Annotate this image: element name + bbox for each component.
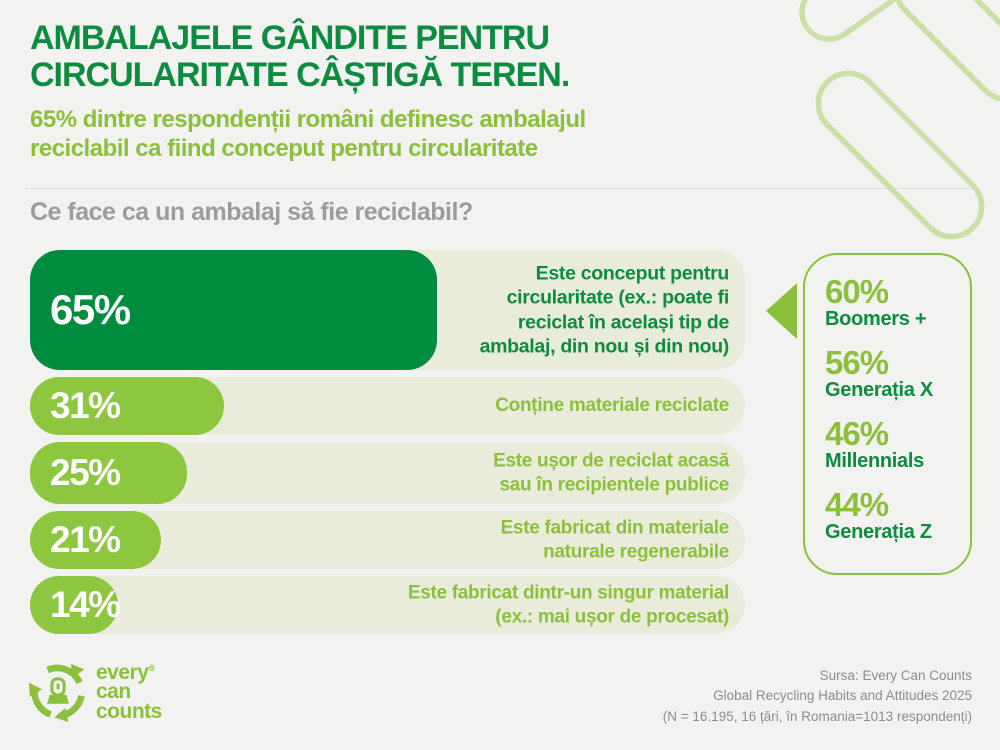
bar-label: Este fabricat dintr-un singur material (…	[407, 582, 729, 627]
page-subtitle-line2: reciclabil ca fiind conceput pentru circ…	[30, 134, 538, 162]
bar-label: Este ușor de reciclat acasă sau în recip…	[493, 450, 729, 495]
bar-value: 25%	[50, 452, 121, 493]
bar-value: 21%	[50, 519, 121, 560]
generation-value: 46%	[825, 415, 889, 452]
generation-label: Boomers +	[825, 308, 927, 330]
logo-word-counts: counts	[96, 699, 162, 723]
generation-label: Generația X	[825, 379, 933, 401]
bar-label: Este conceput pentru circularitate (ex.:…	[479, 262, 730, 358]
bar-value: 31%	[50, 385, 121, 426]
bar-row-single-material: 14% Este fabricat dintr-un singur materi…	[30, 576, 745, 634]
generation-value: 56%	[825, 344, 889, 381]
source-note: Sursa: Every Can Counts Global Recycling…	[572, 666, 972, 727]
generation-label: Generația Z	[825, 521, 932, 543]
generation-item-genx: 56% Generația X	[825, 346, 960, 402]
page-title: AMBALAJELE GÂNDITE PENTRU CIRCULARITATE …	[30, 20, 750, 93]
bar-fill: 31%	[30, 377, 224, 435]
logo-word-every: every	[96, 661, 149, 685]
registered-mark: ®	[148, 663, 155, 674]
bar-row-easy-to-recycle: 25% Este ușor de reciclat acasă sau în r…	[30, 442, 745, 504]
generation-label: Millennials	[825, 450, 924, 472]
can-outline-decoration-icon	[799, 0, 1000, 240]
generation-item-boomers: 60% Boomers +	[825, 275, 960, 331]
bar-row-circularity: 65% Este conceput pentru circularitate (…	[30, 250, 745, 370]
chart-question-title: Ce face ca un ambalaj să fie reciclabil?	[30, 198, 473, 226]
page-subtitle: 65% dintre respondenții români definesc …	[30, 106, 750, 164]
bar-chart: 65% Este conceput pentru circularitate (…	[30, 250, 745, 641]
logo-word-can: can	[96, 680, 131, 704]
bar-fill: 14%	[30, 576, 121, 634]
source-line2: Global Recycling Habits and Attitudes 20…	[713, 688, 972, 704]
generation-value: 60%	[825, 273, 889, 310]
bar-value: 65%	[50, 286, 131, 333]
bar-label: Este fabricat din materiale naturale reg…	[500, 517, 730, 562]
bar-fill: 25%	[30, 442, 187, 504]
every-can-counts-logo: every® can counts	[28, 662, 162, 722]
page-subtitle-line1: 65% dintre respondenții români definesc …	[30, 106, 586, 133]
source-line1: Sursa: Every Can Counts	[819, 668, 972, 683]
bar-fill: 21%	[30, 511, 161, 569]
header-divider	[25, 188, 975, 189]
recycling-can-icon	[28, 663, 85, 722]
bar-row-natural-materials: 21% Este fabricat din materiale naturale…	[30, 511, 745, 569]
bar-row-recycled-materials: 31% Conține materiale reciclate	[30, 377, 745, 435]
generation-item-millennials: 46% Millennials	[825, 417, 960, 473]
generations-panel: 60% Boomers + 56% Generația X 46% Millen…	[803, 253, 972, 575]
page-title-line2: CIRCULARITATE CÂȘTIGĂ TEREN.	[30, 55, 570, 94]
source-line3: (N = 16.195, 16 țări, în Romania=1013 re…	[662, 708, 972, 724]
callout-arrow-left-icon	[766, 283, 797, 339]
generation-item-genz: 44% Generația Z	[825, 488, 960, 544]
page-title-line1: AMBALAJELE GÂNDITE PENTRU	[30, 19, 550, 57]
bar-label: Conține materiale reciclate	[495, 395, 729, 417]
bar-value: 14%	[50, 584, 121, 625]
bar-fill: 65%	[30, 250, 437, 370]
logo-wordmark: every® can counts	[96, 661, 162, 723]
generation-value: 44%	[825, 486, 889, 523]
